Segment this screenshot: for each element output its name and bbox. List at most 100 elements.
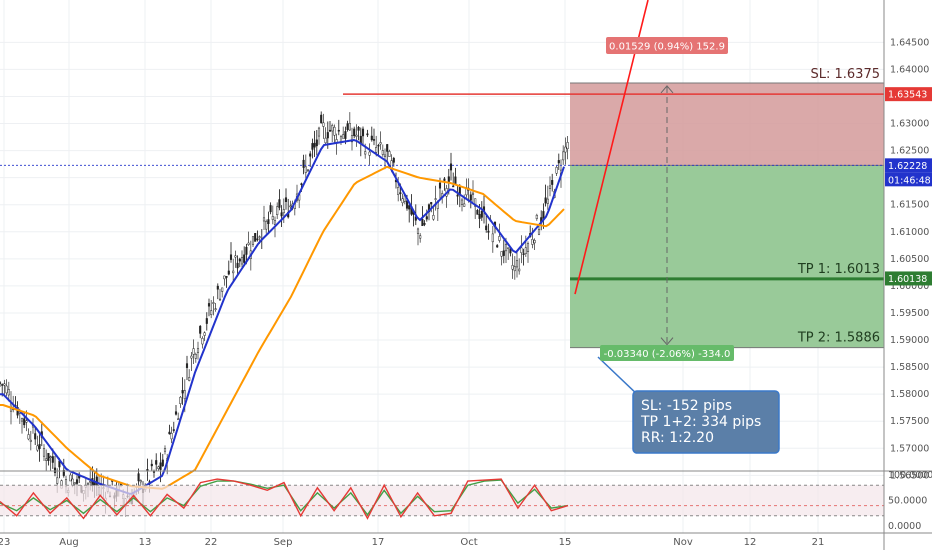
reward-label: -0.03340 (-2.06%) -334.0 bbox=[604, 349, 731, 360]
x-tick-label: Aug bbox=[59, 537, 79, 548]
oscillator-main-line bbox=[0, 478, 569, 520]
candle-body bbox=[69, 474, 72, 482]
resistance-price-badge-bg bbox=[885, 87, 932, 102]
candle-body bbox=[366, 133, 369, 136]
x-tick-label: 15 bbox=[559, 537, 572, 548]
candle-body bbox=[159, 462, 162, 470]
candle-body bbox=[320, 114, 323, 124]
candle-body bbox=[515, 260, 519, 268]
candle-body bbox=[562, 151, 565, 161]
candle-body bbox=[289, 205, 292, 208]
candle-body bbox=[196, 348, 200, 353]
candle-body bbox=[214, 308, 217, 310]
candle-body bbox=[238, 258, 241, 262]
candle-body bbox=[485, 225, 488, 231]
countdown-badge: 01:46:48 bbox=[888, 175, 931, 186]
candle-body bbox=[526, 243, 530, 252]
candle-body bbox=[251, 236, 255, 245]
candle-body bbox=[282, 209, 285, 214]
candle-body bbox=[265, 221, 268, 230]
candle-body bbox=[269, 205, 272, 213]
candle-body bbox=[1, 384, 4, 386]
candle-body bbox=[280, 212, 283, 217]
candle-body bbox=[344, 131, 347, 139]
y-tick-label: 1.56500 bbox=[890, 470, 929, 481]
candle-body bbox=[267, 219, 270, 224]
candle-body bbox=[379, 142, 382, 145]
candle-body bbox=[326, 132, 329, 139]
candle-body bbox=[544, 197, 547, 204]
y-tick-label: 1.57000 bbox=[890, 443, 929, 454]
candle-body bbox=[221, 287, 224, 292]
candle-body bbox=[49, 456, 52, 458]
resistance-price-badge: 1.63543 bbox=[888, 90, 927, 101]
candle-body bbox=[357, 127, 360, 131]
y-tick-label: 1.60000 bbox=[890, 281, 929, 292]
candle-body bbox=[273, 220, 277, 225]
candle-body bbox=[551, 180, 554, 185]
candle-body bbox=[434, 198, 437, 200]
candle-body bbox=[309, 153, 312, 157]
candle-body bbox=[447, 176, 450, 183]
candle-body bbox=[155, 460, 158, 465]
candle-body bbox=[315, 139, 318, 147]
y-tick-label: 1.64000 bbox=[890, 64, 929, 75]
callout-line: TP 1+2: 334 pips bbox=[640, 414, 761, 430]
y-tick-label: 1.61500 bbox=[890, 200, 929, 211]
candle-body bbox=[34, 433, 37, 440]
y-tick-label: 1.64500 bbox=[890, 37, 929, 48]
x-tick-label: 21 bbox=[812, 537, 825, 548]
candle-body bbox=[456, 194, 459, 197]
tp1-price-badge: 1.60138 bbox=[888, 274, 927, 285]
candle-body bbox=[408, 205, 411, 210]
candle-body bbox=[478, 214, 481, 219]
candle-body bbox=[542, 211, 545, 219]
candle-body bbox=[511, 265, 514, 270]
candle-body bbox=[210, 310, 213, 315]
candle-body bbox=[5, 385, 8, 394]
candle-body bbox=[324, 137, 327, 144]
candle-body bbox=[522, 253, 525, 255]
candle-body bbox=[163, 448, 167, 452]
candle-body bbox=[460, 199, 464, 205]
callout-pointer bbox=[597, 356, 641, 398]
x-tick-label: Oct bbox=[460, 537, 477, 548]
candle-body bbox=[423, 223, 426, 225]
risk-label: 0.01529 (0.94%) 152.9 bbox=[609, 42, 725, 53]
candle-body bbox=[480, 210, 483, 218]
candle-body bbox=[548, 185, 552, 189]
candle-body bbox=[487, 230, 490, 233]
candle-body bbox=[513, 266, 516, 272]
candle-body bbox=[53, 467, 57, 473]
candle-body bbox=[62, 470, 65, 476]
candle-body bbox=[271, 216, 274, 220]
candle-body bbox=[401, 198, 404, 204]
candle-body bbox=[557, 160, 560, 164]
candle-body bbox=[38, 444, 41, 449]
x-tick-label: 17 bbox=[372, 537, 385, 548]
tp2-label: TP 2: 1.5886 bbox=[797, 331, 880, 346]
candle-body bbox=[276, 206, 279, 215]
candle-body bbox=[498, 236, 501, 241]
candle-body bbox=[491, 233, 494, 243]
candle-body bbox=[300, 183, 303, 185]
candle-body bbox=[245, 246, 248, 255]
candle-body bbox=[564, 146, 567, 153]
y-tick-label: 1.58000 bbox=[890, 389, 929, 400]
candle-body bbox=[416, 228, 420, 234]
oscillator-tick-label: 100.0000 bbox=[888, 470, 932, 481]
candle-body bbox=[36, 445, 39, 451]
candle-body bbox=[29, 439, 32, 442]
candle-body bbox=[304, 166, 307, 173]
candle-body bbox=[56, 477, 59, 484]
candle-body bbox=[524, 247, 527, 254]
candle-body bbox=[207, 303, 211, 307]
candle-body bbox=[555, 167, 558, 174]
candle-body bbox=[355, 134, 358, 137]
candle-body bbox=[27, 434, 30, 440]
countdown-badge-bg bbox=[885, 172, 932, 187]
fast-moving-average bbox=[0, 138, 565, 495]
candle-body bbox=[364, 151, 367, 155]
candle-body bbox=[75, 479, 79, 484]
candle-body bbox=[438, 182, 442, 189]
